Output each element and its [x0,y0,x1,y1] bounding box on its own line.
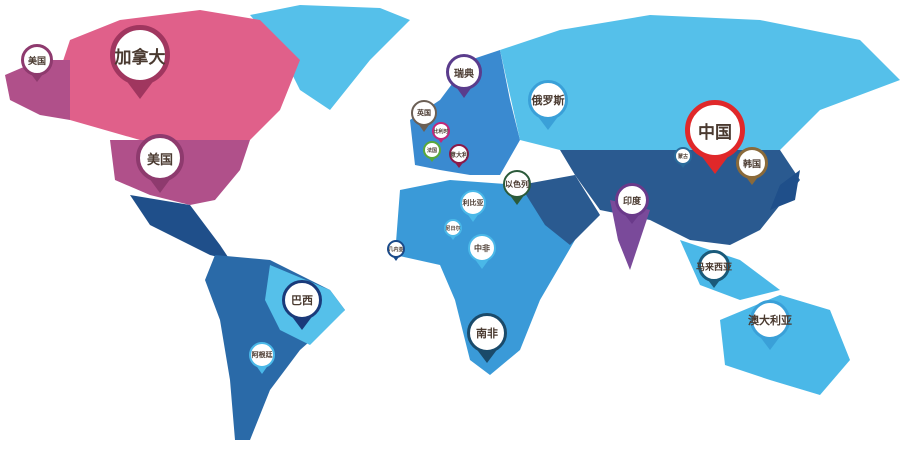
pin-5[interactable]: 比利时 [432,122,450,143]
pin-label: 中非 [474,243,490,253]
pin-marker: 南非 [467,313,507,353]
pin-19[interactable]: 澳大利亚 [748,300,792,350]
pin-marker: 蒙古 [674,147,692,165]
pin-label: 美国 [146,152,173,168]
pin-marker: 美国 [136,134,184,182]
pin-marker: 澳大利亚 [748,300,792,340]
pin-label: 巴西 [291,294,313,307]
pin-label: 以色列 [505,179,529,189]
africa [395,180,575,375]
russia [500,15,900,150]
pin-21[interactable]: 巴西 [282,280,322,330]
pin-0[interactable]: 美国 [21,44,53,82]
pin-label: 美国 [27,56,46,67]
pin-marker: 美国 [21,44,53,76]
pin-tail-icon [474,258,490,269]
pin-1[interactable]: 加拿大 [110,25,170,99]
pin-marker: 加拿大 [110,25,170,85]
pin-label: 马来西亚 [696,262,733,273]
pin-label: 蒙古 [677,153,688,160]
pin-marker: 利比亚 [460,190,486,216]
pin-marker: 法国 [423,141,441,159]
pin-label: 俄罗斯 [531,94,565,107]
pin-22[interactable]: 阿根廷 [249,342,275,374]
pin-marker: 以色列 [503,170,531,198]
pin-18[interactable]: 马来西亚 [696,250,733,288]
pin-12[interactable]: 中非 [468,234,496,269]
pin-label: 比利时 [433,128,449,135]
pin-14[interactable]: 中国 [685,100,745,174]
pin-marker: 巴西 [282,280,322,320]
middle-east [520,175,600,245]
pin-label: 韩国 [742,159,761,170]
pin-label: 加拿大 [114,47,166,68]
pin-label: 阿根廷 [251,351,273,359]
pin-label: 意大利 [450,151,469,159]
pin-17[interactable]: 印度 [615,183,649,224]
pin-label: 法国 [426,147,437,154]
alaska [5,60,70,120]
pin-label: 南非 [476,327,498,340]
pin-7[interactable]: 意大利 [449,144,469,168]
pin-marker: 比利时 [432,122,450,140]
pin-label: 英国 [417,109,431,117]
pin-tail-icon [509,194,525,205]
pin-marker: 瑞典 [446,54,482,90]
pin-15[interactable]: 蒙古 [674,147,692,168]
pin-label: 中国 [698,122,732,143]
pin-marker: 俄罗斯 [528,80,568,120]
greenland [250,5,410,110]
pin-2[interactable]: 美国 [136,134,184,193]
pin-label: 尼日尔 [445,225,461,232]
pin-tail-icon [255,364,269,374]
japan [770,170,800,210]
pin-label: 几内亚 [388,246,404,253]
pin-tail-icon [453,160,465,168]
pin-3[interactable]: 瑞典 [446,54,482,98]
pin-tail-icon [417,122,431,132]
pin-label: 利比亚 [462,199,484,207]
central-america [130,195,230,260]
pin-label: 瑞典 [454,68,474,80]
pin-16[interactable]: 韩国 [736,147,768,185]
pin-marker: 意大利 [449,144,469,164]
pin-marker: 中国 [685,100,745,160]
pin-9[interactable]: 以色列 [503,170,531,205]
pin-marker: 英国 [411,100,437,126]
pin-marker: 韩国 [736,147,768,179]
pin-marker: 阿根廷 [249,342,275,368]
pin-4[interactable]: 英国 [411,100,437,132]
pin-marker: 尼日尔 [444,219,462,237]
pin-10[interactable]: 利比亚 [460,190,486,222]
pin-13[interactable]: 几内亚 [387,240,405,261]
pin-label: 澳大利亚 [748,314,792,327]
pin-marker: 印度 [615,183,649,217]
pin-20[interactable]: 南非 [467,313,507,363]
pin-marker: 中非 [468,234,496,262]
pin-11[interactable]: 尼日尔 [444,219,462,240]
pin-label: 印度 [622,196,641,207]
pin-marker: 几内亚 [387,240,405,258]
pin-tail-icon [466,212,480,222]
pin-marker: 马来西亚 [696,250,733,282]
pin-6[interactable]: 法国 [423,141,441,162]
pin-8[interactable]: 俄罗斯 [528,80,568,130]
canada [60,10,300,150]
